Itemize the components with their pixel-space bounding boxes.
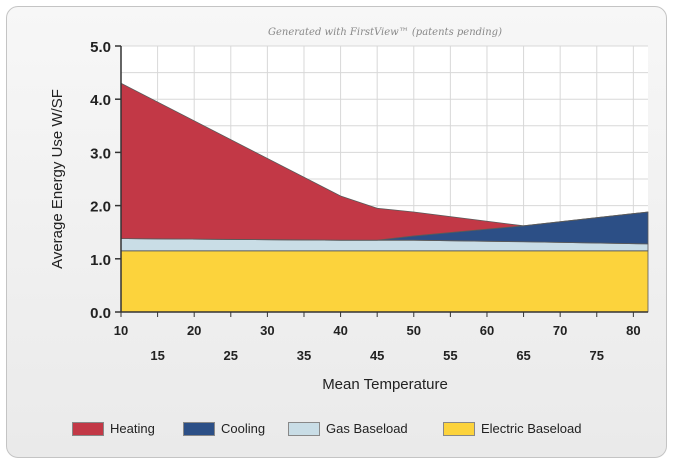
legend-item-cooling: Cooling: [183, 421, 265, 436]
x-tick-label: 35: [297, 348, 311, 363]
y-tick-label: 1.0: [90, 252, 111, 269]
x-tick-label: 25: [224, 348, 238, 363]
series-areas: [120, 82, 649, 313]
legend-item-electric-baseload: Electric Baseload: [443, 421, 581, 436]
legend-swatch-cooling: [183, 421, 215, 436]
x-tick-label: 15: [150, 348, 164, 363]
y-axis-label: Average Energy Use W/SF: [49, 89, 66, 269]
y-tick-label: 3.0: [90, 145, 111, 162]
legend-label-cooling: Cooling: [221, 421, 266, 436]
x-tick-label: 50: [407, 323, 421, 338]
x-tick-label: 40: [333, 323, 347, 338]
x-tick-label: 80: [626, 323, 640, 338]
y-tick-label: 5.0: [90, 39, 111, 56]
legend-swatch-heating: [72, 421, 104, 436]
x-axis-label: Mean Temperature: [322, 376, 448, 393]
y-tick-label: 4.0: [90, 92, 111, 109]
x-tick-label: 75: [590, 348, 604, 363]
legend-swatch-electric-baseload: [443, 421, 475, 436]
legend-label-heating: Heating: [110, 421, 155, 436]
legend-item-heating: Heating: [72, 421, 155, 436]
legend-swatch-gas-baseload: [288, 421, 320, 436]
axes: 0.0 1.0 2.0 3.0 4.0 5.0 10 20 30 40 50 60 70 80 15 25 35…: [90, 39, 648, 363]
x-tick-label: 45: [370, 348, 384, 363]
y-tick-label: 2.0: [90, 199, 111, 216]
legend-label-electric-baseload: Electric Baseload: [481, 421, 582, 436]
series-area-heating: [120, 82, 649, 241]
x-tick-label: 30: [260, 323, 274, 338]
x-tick-label: 10: [114, 323, 128, 338]
x-tick-label: 70: [553, 323, 567, 338]
x-tick-label: 55: [443, 348, 457, 363]
x-tick-label: 20: [187, 323, 201, 338]
y-tick-label: 0.0: [90, 305, 111, 322]
x-tick-label: 65: [516, 348, 530, 363]
legend-label-gas-baseload: Gas Baseload: [326, 421, 408, 436]
legend-item-gas-baseload: Gas Baseload: [288, 421, 408, 436]
watermark-text: Generated with FirstView™ (patents pendi…: [268, 27, 502, 38]
series-area-electric-baseload: [120, 250, 649, 313]
x-tick-label: 60: [480, 323, 494, 338]
